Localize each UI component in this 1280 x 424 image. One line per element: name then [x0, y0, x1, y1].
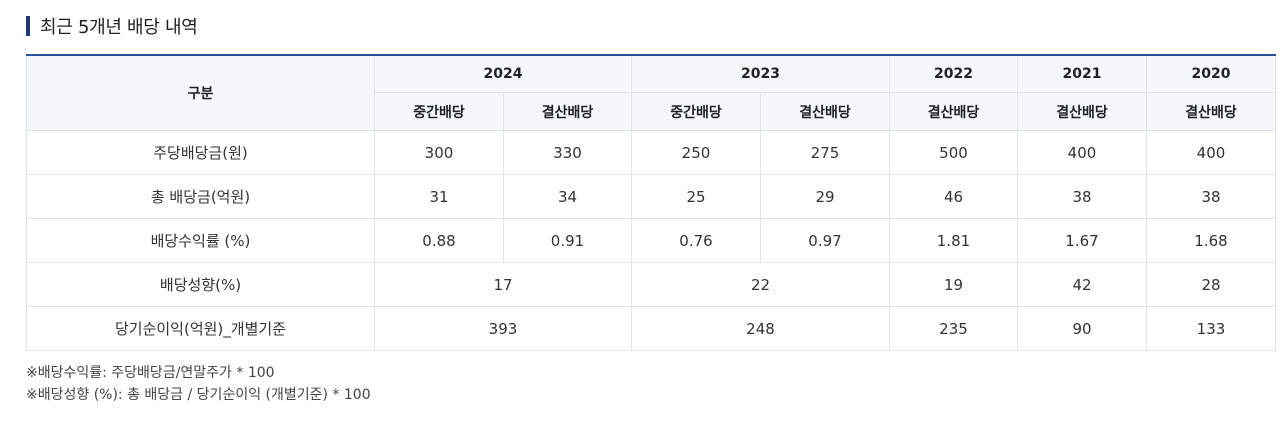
- year-header-2022: 2022: [889, 54, 1018, 93]
- table-cell: 0.88: [374, 218, 504, 263]
- subheader: 결산배당: [1146, 92, 1276, 131]
- table-cell: 0.76: [631, 218, 761, 263]
- subheader: 결산배당: [889, 92, 1018, 131]
- footnote-dividend-yield: ※배당수익률: 주당배당금/연말주가 * 100: [26, 365, 275, 381]
- table-cell: 28: [1146, 262, 1276, 307]
- footnotes: ※배당수익률: 주당배당금/연말주가 * 100 ※배당성향 (%): 총 배당…: [26, 362, 371, 406]
- table-cell: 400: [1017, 130, 1147, 175]
- row-label: 배당성향(%): [26, 262, 375, 307]
- table-row: 배당성향(%) 17 22 19 42 28: [26, 262, 1276, 307]
- row-label: 배당수익률 (%): [26, 218, 375, 263]
- table-cell: 275: [760, 130, 890, 175]
- table-cell: 300: [374, 130, 504, 175]
- table-cell: 248: [631, 306, 890, 351]
- table-cell: 31: [374, 174, 504, 219]
- page-title: 최근 5개년 배당 내역: [40, 17, 198, 38]
- year-header-2020: 2020: [1146, 54, 1276, 93]
- header-row-years: 구분 2024 2023 2022 2021 2020: [26, 54, 1276, 131]
- header-corner: 구분: [26, 54, 375, 131]
- table-cell: 42: [1017, 262, 1147, 307]
- table-cell: 133: [1146, 306, 1276, 351]
- table-row: 당기순이익(억원)_개별기준 393 248 235 90 133: [26, 306, 1276, 351]
- table-cell: 46: [889, 174, 1018, 219]
- table-row: 주당배당금(원) 300 330 250 275 500 400 400: [26, 130, 1276, 175]
- table-cell: 22: [631, 262, 890, 307]
- row-label: 당기순이익(억원)_개별기준: [26, 306, 375, 351]
- section-heading: 최근 5개년 배당 내역: [26, 12, 198, 40]
- row-label: 주당배당금(원): [26, 130, 375, 175]
- table-cell: 25: [631, 174, 761, 219]
- table-cell: 1.68: [1146, 218, 1276, 263]
- table-cell: 0.97: [760, 218, 890, 263]
- footnote-payout-ratio: ※배당성향 (%): 총 배당금 / 당기순이익 (개별기준) * 100: [26, 387, 371, 403]
- subheader: 결산배당: [503, 92, 632, 131]
- table-cell: 38: [1146, 174, 1276, 219]
- table-row: 총 배당금(억원) 31 34 25 29 46 38 38: [26, 174, 1276, 219]
- table-cell: 38: [1017, 174, 1147, 219]
- table-cell: 250: [631, 130, 761, 175]
- table-cell: 330: [503, 130, 632, 175]
- subheader: 결산배당: [1017, 92, 1147, 131]
- table-cell: 1.67: [1017, 218, 1147, 263]
- table-cell: 19: [889, 262, 1018, 307]
- row-label: 총 배당금(억원): [26, 174, 375, 219]
- table-cell: 90: [1017, 306, 1147, 351]
- table-row: 배당수익률 (%) 0.88 0.91 0.76 0.97 1.81 1.67 …: [26, 218, 1276, 263]
- dividend-table: 구분 2024 2023 2022 2021 2020 중간배당 결산배당 중간…: [26, 54, 1276, 351]
- subheader: 중간배당: [631, 92, 761, 131]
- table-cell: 500: [889, 130, 1018, 175]
- header-row-types: 중간배당 결산배당 중간배당 결산배당 결산배당 결산배당 결산배당: [27, 92, 1276, 131]
- table-cell: 34: [503, 174, 632, 219]
- year-header-2023: 2023: [631, 54, 890, 93]
- table-cell: 17: [374, 262, 632, 307]
- table-cell: 0.91: [503, 218, 632, 263]
- subheader: 중간배당: [374, 92, 504, 131]
- table-cell: 1.81: [889, 218, 1018, 263]
- table-cell: 393: [374, 306, 632, 351]
- heading-accent-bar: [26, 16, 30, 36]
- table-cell: 235: [889, 306, 1018, 351]
- table-cell: 400: [1146, 130, 1276, 175]
- year-header-2021: 2021: [1017, 54, 1147, 93]
- table-cell: 29: [760, 174, 890, 219]
- subheader: 결산배당: [760, 92, 890, 131]
- year-header-2024: 2024: [374, 54, 632, 93]
